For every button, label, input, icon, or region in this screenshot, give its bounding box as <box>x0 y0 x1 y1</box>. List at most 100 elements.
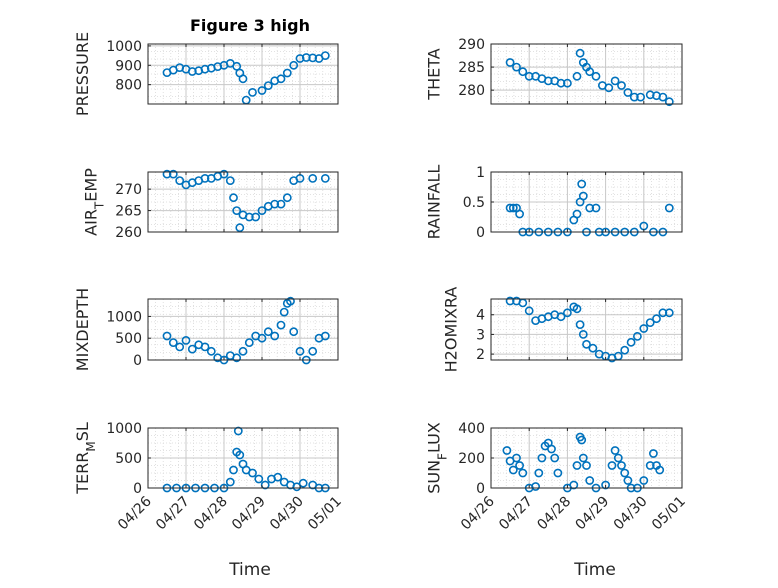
data-point <box>585 203 595 213</box>
y-tick-label: 270 <box>115 182 142 198</box>
data-point <box>664 97 674 107</box>
data-point <box>257 86 267 95</box>
x-tick-label: 04/27 <box>496 494 536 534</box>
y-tick-label: 0 <box>476 225 485 241</box>
data-point <box>512 453 521 463</box>
x-axis-label-right: Time <box>573 560 616 580</box>
data-point <box>175 176 185 185</box>
x-tick-label: 05/01 <box>649 494 689 534</box>
data-point <box>168 169 178 179</box>
data-point <box>591 203 601 213</box>
y-tick-label: 1 <box>476 165 485 181</box>
plot-area <box>148 172 338 232</box>
data-point <box>652 314 661 324</box>
data-point <box>645 461 655 470</box>
x-tick-label: 04/27 <box>153 494 193 534</box>
data-point <box>591 71 601 81</box>
data-point <box>505 58 515 67</box>
data-point <box>505 296 515 306</box>
data-point <box>531 482 540 491</box>
axes-box <box>147 43 339 105</box>
y-tick-label: 285 <box>458 60 485 76</box>
data-point <box>257 206 267 215</box>
data-point <box>610 76 620 86</box>
data-point <box>658 308 668 318</box>
data-markers <box>162 296 330 365</box>
y-tick-label: 0.5 <box>463 195 485 211</box>
data-point <box>248 468 257 478</box>
y-tick-label: 4 <box>476 308 485 324</box>
data-point <box>229 465 238 475</box>
axes-box <box>490 298 683 361</box>
data-markers <box>162 169 330 233</box>
data-point <box>550 453 560 463</box>
x-tick-label: 04/30 <box>267 494 307 534</box>
data-point <box>572 209 582 219</box>
data-point <box>282 193 292 203</box>
data-point <box>162 331 172 341</box>
x-tick-label: 04/29 <box>573 494 613 534</box>
data-point <box>575 320 585 329</box>
data-point <box>200 173 210 183</box>
data-point <box>543 76 553 86</box>
y-axis-label: AIRTEMP <box>82 168 107 236</box>
chart-panel-3: 260 265 270 AIRTEMP <box>82 168 339 241</box>
y-axis-label: THETA <box>425 48 444 100</box>
data-point <box>238 74 248 84</box>
data-point <box>320 51 330 60</box>
data-point <box>572 71 582 81</box>
axes-box <box>490 43 683 105</box>
data-point <box>582 339 591 349</box>
y-tick-label: 0 <box>133 353 142 369</box>
data-point <box>270 331 280 341</box>
data-point <box>248 88 257 97</box>
data-point <box>577 435 587 445</box>
data-point <box>607 461 617 470</box>
data-point <box>553 468 563 478</box>
data-point <box>582 461 591 470</box>
data-point <box>578 191 588 201</box>
data-markers <box>162 51 330 105</box>
data-point <box>225 176 235 185</box>
data-point <box>238 346 248 356</box>
data-point <box>502 446 512 455</box>
data-point <box>578 453 588 463</box>
data-point <box>518 468 528 478</box>
data-point <box>251 212 261 222</box>
data-point <box>639 324 649 333</box>
data-point <box>233 426 243 436</box>
data-point <box>645 318 655 327</box>
data-point <box>289 60 299 70</box>
data-point <box>270 199 280 209</box>
data-point <box>225 477 235 487</box>
y-axis-label: H2OMIXRA <box>442 287 461 373</box>
data-point <box>508 203 518 213</box>
x-tick-label: 04/26 <box>115 493 155 533</box>
data-point <box>604 83 614 93</box>
data-point <box>276 320 286 330</box>
chart-panel-6: 2 3 4 H2OMIXRA <box>442 287 683 373</box>
data-point <box>257 333 267 343</box>
data-point <box>569 480 579 490</box>
y-tick-label: 500 <box>115 331 142 347</box>
data-markers <box>505 48 674 107</box>
data-point <box>664 308 674 318</box>
data-point <box>636 92 645 102</box>
data-point <box>639 476 649 485</box>
data-point <box>508 465 518 475</box>
data-point <box>547 444 556 454</box>
data-point <box>620 468 630 478</box>
data-point <box>563 78 572 88</box>
data-point <box>505 203 515 213</box>
data-point <box>254 474 264 484</box>
y-tick-label: 1000 <box>106 421 142 437</box>
data-point <box>320 331 330 341</box>
y-tick-label: 0 <box>476 481 485 497</box>
data-point <box>279 307 289 317</box>
x-tick-label: 04/28 <box>534 494 574 534</box>
data-point <box>244 338 254 347</box>
data-point <box>556 78 566 88</box>
data-point <box>206 346 216 356</box>
data-point <box>232 206 242 215</box>
chart-panel-2: 280 285 290 THETA <box>425 37 683 107</box>
